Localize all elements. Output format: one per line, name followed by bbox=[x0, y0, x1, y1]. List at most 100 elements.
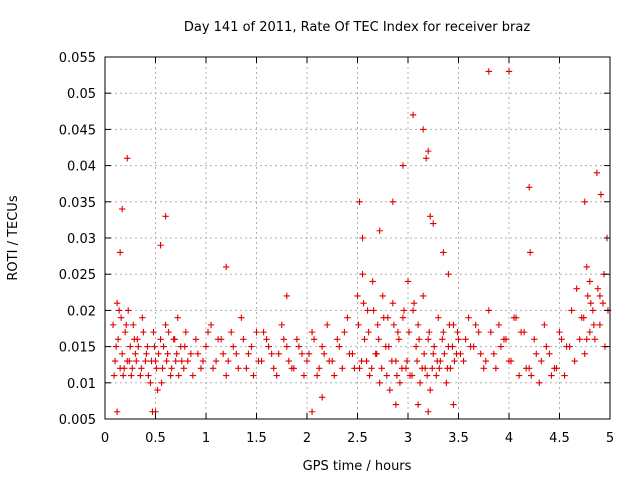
data-point bbox=[414, 321, 422, 329]
data-point bbox=[313, 372, 321, 379]
data-point bbox=[298, 350, 306, 358]
data-point bbox=[172, 357, 179, 365]
data-point bbox=[133, 357, 140, 365]
y-axis-title: ROTI / TECUs bbox=[6, 195, 21, 280]
data-point bbox=[153, 365, 160, 372]
data-point bbox=[412, 343, 420, 350]
data-point bbox=[376, 379, 383, 386]
data-point bbox=[583, 263, 590, 271]
data-point bbox=[125, 307, 132, 314]
data-point bbox=[360, 299, 367, 307]
y-tick-labels: 0.005 0.01 0.015 0.02 0.025 0.03 0.035 0.04 0.04… bbox=[59, 51, 96, 428]
data-point bbox=[536, 379, 543, 386]
data-point bbox=[324, 321, 331, 329]
data-point bbox=[308, 328, 316, 336]
data-point bbox=[543, 343, 550, 350]
data-point bbox=[409, 307, 417, 314]
data-point bbox=[366, 372, 373, 379]
data-point bbox=[440, 249, 447, 256]
x-tick-label: 2.5 bbox=[347, 431, 368, 446]
data-point bbox=[127, 343, 134, 350]
y-tick-label: 0.02 bbox=[67, 304, 96, 319]
y-tick-label: 0.03 bbox=[67, 232, 96, 247]
data-point bbox=[374, 321, 381, 329]
data-point bbox=[581, 350, 588, 358]
data-point bbox=[293, 336, 301, 343]
data-point bbox=[157, 336, 164, 343]
data-point bbox=[394, 328, 402, 336]
data-point bbox=[181, 343, 188, 350]
data-point bbox=[253, 328, 260, 336]
data-point bbox=[128, 372, 135, 379]
data-point bbox=[180, 365, 187, 372]
data-point bbox=[586, 328, 593, 336]
data-point bbox=[230, 343, 237, 350]
axis-ticks bbox=[104, 56, 611, 420]
data-point bbox=[113, 408, 121, 415]
data-point bbox=[150, 328, 157, 336]
data-point bbox=[273, 372, 280, 379]
x-tick-label: 4.5 bbox=[549, 431, 570, 446]
data-point bbox=[425, 336, 432, 343]
data-point bbox=[147, 379, 154, 386]
data-point bbox=[389, 198, 397, 205]
data-point bbox=[587, 299, 595, 307]
data-point bbox=[204, 328, 212, 336]
data-point bbox=[451, 357, 458, 365]
data-point bbox=[586, 278, 593, 285]
data-point bbox=[219, 350, 227, 358]
data-point bbox=[460, 357, 467, 365]
data-point bbox=[425, 147, 432, 155]
data-point bbox=[436, 365, 443, 372]
data-point bbox=[199, 357, 207, 365]
data-point bbox=[409, 111, 417, 119]
data-point bbox=[415, 336, 423, 343]
data-point bbox=[369, 278, 376, 285]
data-point bbox=[118, 350, 126, 358]
data-point bbox=[305, 350, 313, 358]
data-point bbox=[320, 350, 328, 358]
data-point bbox=[427, 386, 434, 394]
data-point bbox=[355, 321, 362, 329]
data-point bbox=[480, 365, 487, 372]
data-point bbox=[589, 307, 597, 314]
data-point bbox=[126, 357, 133, 365]
data-point bbox=[573, 285, 580, 292]
data-point bbox=[278, 321, 285, 329]
data-point bbox=[533, 350, 540, 358]
data-point bbox=[599, 299, 607, 307]
data-point bbox=[120, 365, 128, 372]
data-point bbox=[250, 372, 257, 379]
data-point bbox=[422, 155, 430, 162]
data-point bbox=[197, 365, 205, 372]
data-point bbox=[413, 357, 421, 365]
data-point bbox=[159, 365, 166, 372]
data-point bbox=[255, 357, 262, 365]
x-tick-label: 0.5 bbox=[145, 431, 166, 446]
data-point bbox=[165, 328, 172, 336]
data-point bbox=[449, 343, 456, 350]
data-point bbox=[446, 321, 453, 329]
data-point bbox=[405, 328, 413, 336]
data-point bbox=[182, 328, 189, 336]
data-point bbox=[167, 372, 174, 379]
data-point bbox=[260, 328, 267, 336]
data-point bbox=[285, 357, 293, 365]
data-point bbox=[140, 328, 147, 336]
data-point bbox=[300, 372, 308, 379]
data-point bbox=[123, 321, 130, 329]
data-point bbox=[445, 271, 452, 278]
data-point bbox=[548, 372, 555, 379]
data-point bbox=[418, 365, 426, 372]
x-tick-label: 0 bbox=[101, 431, 109, 446]
y-tick-label: 0.035 bbox=[59, 196, 96, 211]
data-point bbox=[400, 307, 408, 314]
data-point bbox=[538, 357, 545, 365]
data-point bbox=[485, 307, 492, 314]
data-point bbox=[364, 307, 371, 314]
data-point bbox=[175, 372, 182, 379]
data-point bbox=[583, 336, 590, 343]
data-point bbox=[380, 314, 387, 321]
data-point bbox=[571, 357, 578, 365]
data-point bbox=[368, 365, 375, 372]
